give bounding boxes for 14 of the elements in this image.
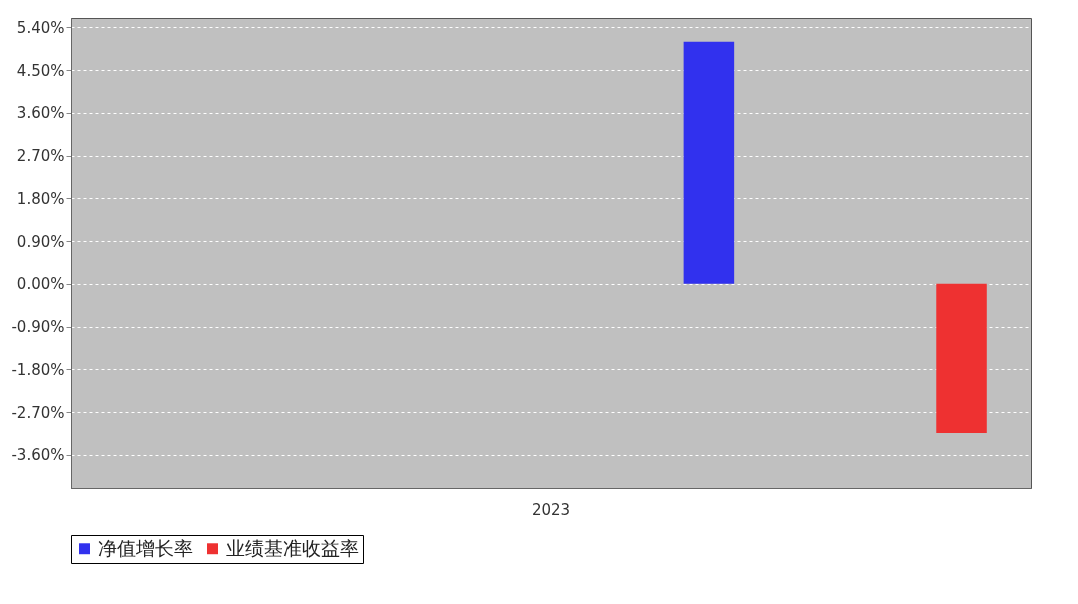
y-tick-label: -3.60% <box>11 446 65 465</box>
y-tick-label: -2.70% <box>11 403 65 422</box>
y-tick-label: 5.40% <box>16 18 65 37</box>
x-tick-label: 2023 <box>531 500 571 519</box>
y-tick-label: -0.90% <box>11 318 65 337</box>
y-tick-label: 4.50% <box>16 61 65 80</box>
y-tick-label: 0.90% <box>16 232 65 251</box>
y-tick-label: 1.80% <box>16 189 65 208</box>
legend-label: 业绩基准收益率 <box>226 536 359 559</box>
y-tick-label: 2.70% <box>16 147 65 166</box>
legend-label: 净值增长率 <box>98 536 193 559</box>
y-tick-label: -1.80% <box>11 360 65 379</box>
y-tick-label: 0.00% <box>16 275 65 294</box>
y-tick-label: 3.60% <box>16 104 65 123</box>
